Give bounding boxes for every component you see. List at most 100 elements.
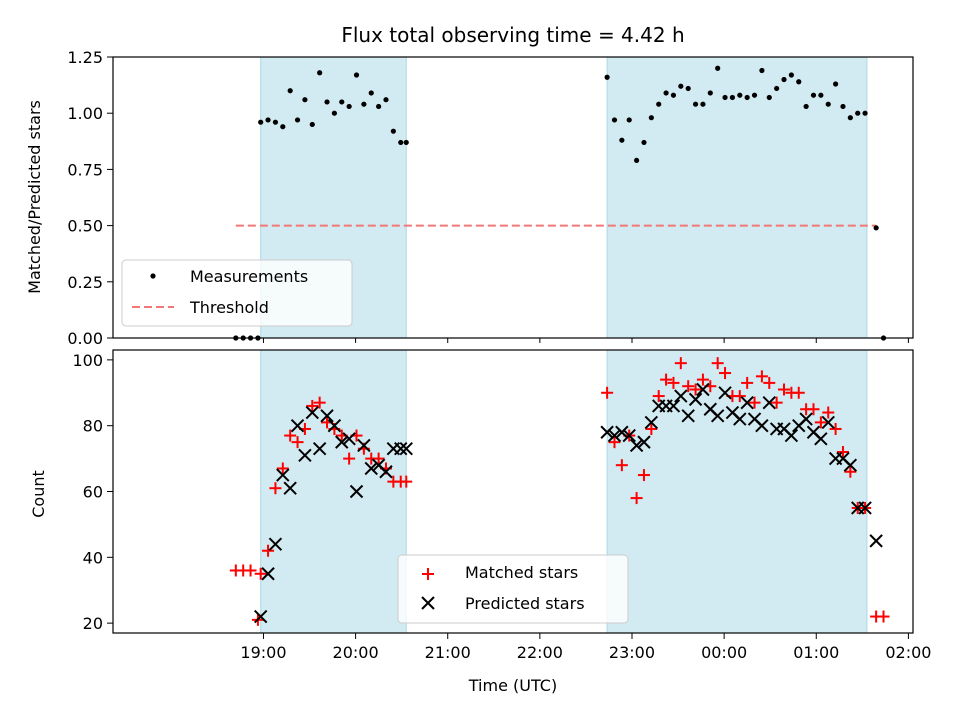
predicted-star-point	[600, 425, 614, 439]
bottom-x-tick-label: 21:00	[425, 643, 471, 662]
bottom-x-tick-label: 19:00	[240, 643, 286, 662]
observing-window-bottom-0	[260, 349, 407, 634]
predicted-star-point	[379, 465, 393, 479]
predicted-star-points	[253, 382, 883, 624]
predicted-star-point	[290, 418, 305, 433]
matched-star-point	[711, 357, 724, 370]
predicted-star-point	[607, 428, 622, 443]
bottom-panel: 20 40 60 80 100 19:00 20:00 21:00 22:00 23:00 00:…	[29, 349, 931, 695]
predicted-star-point	[320, 409, 334, 423]
predicted-star-point	[622, 428, 636, 443]
measurement-point	[331, 110, 337, 116]
bottom-x-label: Time (UTC)	[468, 676, 557, 695]
predicted-star-point	[327, 418, 342, 433]
predicted-star-point	[637, 435, 651, 449]
measurement-point	[737, 92, 743, 98]
top-axes-frame	[112, 56, 914, 339]
matched-star-point	[682, 380, 695, 393]
measurement-point	[633, 157, 640, 164]
measurement-point	[833, 81, 839, 87]
bottom-x-tick-label: 01:00	[793, 643, 839, 662]
matched-star-point	[343, 452, 356, 465]
chart-title: Flux total observing time = 4.42 h	[341, 23, 684, 47]
measurement-point	[729, 94, 736, 101]
matched-star-point	[696, 373, 709, 386]
bottom-y-tick-label: 40	[83, 548, 103, 567]
bottom-legend: Matched stars Predicted stars	[397, 554, 629, 624]
predicted-star-point	[688, 392, 703, 407]
bottom-x-tick-label: 20:00	[333, 643, 379, 662]
matched-star-point	[719, 367, 732, 380]
measurement-point	[272, 119, 279, 125]
predicted-star-point	[394, 442, 408, 456]
legend-threshold: Threshold	[189, 298, 269, 317]
top-y-axis: 0.00 0.25 0.50 0.75 1.00 1.25	[67, 48, 113, 348]
measurement-point	[339, 99, 345, 105]
measurement-legend-marker	[150, 273, 156, 279]
matched-star-point	[262, 544, 275, 557]
measurement-point	[324, 99, 330, 105]
predicted-star-point	[696, 382, 710, 397]
measurement-point	[873, 225, 879, 231]
bottom-y-tick-label: 80	[83, 417, 103, 436]
top-y-tick-label: 0.00	[67, 329, 103, 348]
measurement-point	[302, 97, 308, 103]
measurement-point	[361, 101, 367, 107]
top-observing-windows	[260, 56, 868, 339]
measurement-point	[678, 83, 684, 89]
matched-star-point	[313, 396, 326, 409]
measurement-point	[670, 92, 677, 98]
predicted-star-point	[615, 425, 629, 439]
measurement-point	[744, 94, 750, 101]
measurement-point	[788, 72, 794, 78]
measurement-point	[641, 139, 647, 146]
matched-star-point	[792, 386, 805, 399]
predicted-star-point	[814, 432, 828, 446]
bottom-x-tick-label: 02:00	[885, 643, 931, 662]
predicted-star-point	[335, 435, 349, 449]
matched-star-point	[667, 376, 680, 389]
bottom-y-tick-label: 100	[72, 351, 103, 370]
matched-star-point	[244, 564, 257, 577]
bottom-y-tick-label: 20	[83, 614, 103, 633]
bottom-x-tick-label: 23:00	[609, 643, 655, 662]
top-legend-box	[121, 259, 353, 327]
predicted-star-point	[718, 386, 732, 400]
predicted-star-point	[858, 501, 872, 515]
matched-star-point	[615, 459, 628, 472]
predicted-star-point	[261, 567, 275, 581]
matched-star-point	[741, 376, 754, 389]
matched-star-point	[306, 399, 319, 412]
predicted-star-point	[821, 415, 835, 430]
matched-star-point	[748, 396, 761, 409]
measurement-point	[619, 137, 625, 143]
observing-window-bottom-1	[606, 349, 868, 634]
measurement-point	[810, 92, 817, 98]
predicted-star-point	[253, 609, 268, 624]
measurement-point	[774, 85, 780, 92]
bottom-x-tick-label: 22:00	[517, 643, 563, 662]
measurement-point	[265, 117, 271, 123]
top-y-tick-label: 1.25	[67, 48, 103, 67]
measurement-point	[390, 128, 396, 134]
predicted-star-point	[644, 415, 659, 430]
bottom-y-axis: 20 40 60 80 100	[72, 351, 113, 633]
predicted-star-point	[843, 458, 858, 472]
measurement-point	[685, 85, 691, 92]
matched-star-point	[400, 475, 413, 488]
predicted-star-point	[755, 418, 769, 433]
top-y-tick-label: 1.00	[67, 104, 103, 123]
measurement-point	[309, 121, 315, 128]
matched-star-point	[822, 406, 835, 419]
matched-star-point	[807, 403, 820, 416]
measurement-point	[692, 101, 699, 107]
measurement-point	[294, 117, 301, 123]
measurement-point	[715, 65, 721, 71]
top-panel: 0.00 0.25 0.50 0.75 1.00 1.25 Matched/Predict…	[25, 48, 914, 348]
predicted-star-point	[276, 468, 290, 482]
predicted-star-point	[357, 438, 371, 453]
measurement-point	[317, 70, 323, 76]
measurement-point	[656, 101, 662, 107]
matched-star-point	[637, 469, 650, 482]
